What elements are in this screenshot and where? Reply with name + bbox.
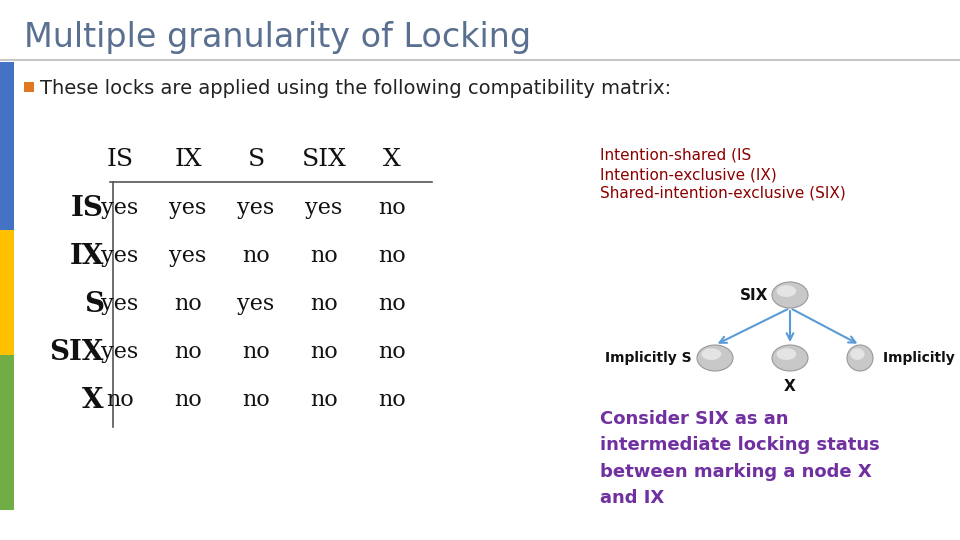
Text: S: S [84,291,104,318]
Text: no: no [378,389,406,411]
Text: Consider SIX as an
intermediate locking status
between marking a node X
and IX: Consider SIX as an intermediate locking … [600,410,879,507]
Text: yes: yes [102,245,138,267]
Text: IS: IS [107,148,133,172]
Text: X: X [83,387,104,414]
Text: no: no [242,389,270,411]
Text: no: no [107,389,133,411]
Text: yes: yes [237,198,275,219]
Text: no: no [174,389,202,411]
Ellipse shape [777,285,796,297]
Text: no: no [378,245,406,267]
Text: no: no [378,341,406,363]
Text: no: no [242,245,270,267]
Text: SIX: SIX [50,339,104,366]
Text: Implicitly S: Implicitly S [883,351,960,365]
Text: SIX: SIX [739,287,768,302]
Bar [24,82,34,92]
Ellipse shape [777,348,796,360]
Text: Intention-exclusive (IX): Intention-exclusive (IX) [600,167,777,182]
Text: IX: IX [69,243,104,270]
Ellipse shape [772,282,808,308]
Text: S: S [248,148,265,172]
Bar [0,62,14,230]
Ellipse shape [697,345,733,371]
Text: Multiple granularity of Locking: Multiple granularity of Locking [24,22,531,55]
Text: no: no [174,341,202,363]
Text: no: no [310,389,338,411]
Text: no: no [310,341,338,363]
Text: These locks are applied using the following compatibility matrix:: These locks are applied using the follow… [40,78,671,98]
Text: Implicitly S: Implicitly S [606,351,692,365]
Text: no: no [310,245,338,267]
Text: yes: yes [102,293,138,315]
Text: no: no [174,293,202,315]
Ellipse shape [851,348,865,360]
Text: yes: yes [102,198,138,219]
Text: yes: yes [305,198,343,219]
Text: Shared-intention-exclusive (SIX): Shared-intention-exclusive (SIX) [600,186,846,201]
Text: no: no [242,341,270,363]
Text: X: X [383,148,401,172]
Text: yes: yes [169,245,206,267]
Text: no: no [310,293,338,315]
Bar [0,230,14,355]
Text: yes: yes [102,341,138,363]
Text: yes: yes [237,293,275,315]
Bar [0,355,14,510]
Text: IS: IS [71,195,104,222]
Text: SIX: SIX [301,148,347,172]
Text: yes: yes [169,198,206,219]
Text: no: no [378,293,406,315]
Text: X: X [784,379,796,394]
Text: Intention-shared (IS: Intention-shared (IS [600,148,752,163]
Text: no: no [378,198,406,219]
Text: IX: IX [174,148,202,172]
Ellipse shape [702,348,721,360]
Ellipse shape [847,345,873,371]
Ellipse shape [772,345,808,371]
